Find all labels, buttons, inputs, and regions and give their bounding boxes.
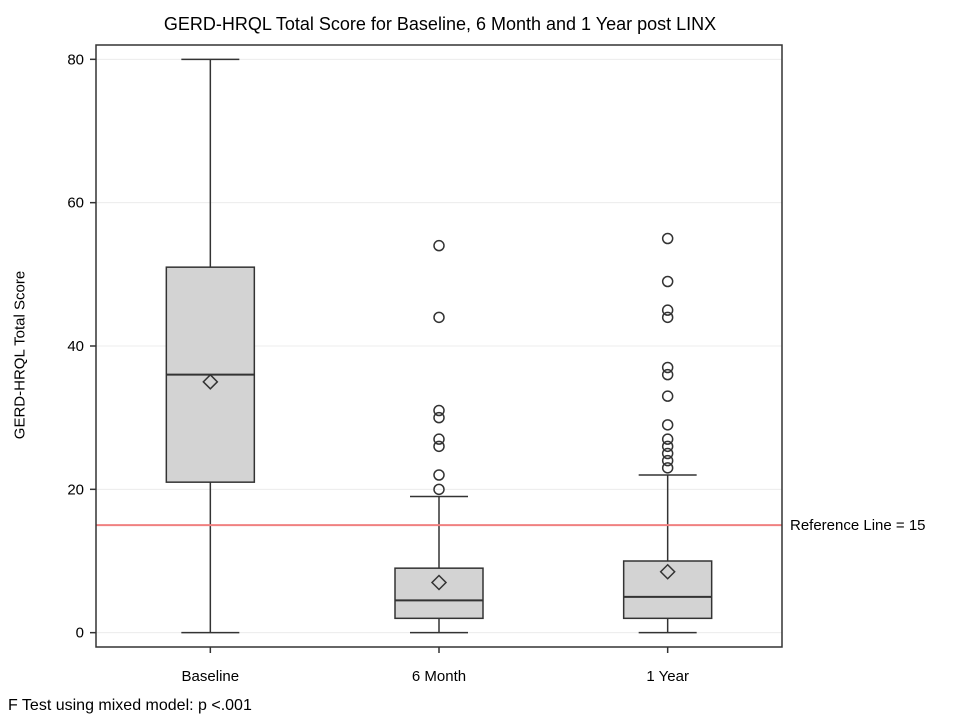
outlier-point [433,483,445,496]
outlier-point [661,275,674,288]
y-tick-label: 0 [76,625,84,642]
outlier-point [661,440,674,453]
mean-marker [659,563,676,580]
outlier-point [433,440,445,453]
y-tick-label: 80 [67,51,84,68]
box-group-1-year [622,232,713,634]
outlier-point [661,304,674,316]
outlier-point [433,404,445,417]
outlier-point [661,390,674,402]
outlier-point [661,462,674,474]
outlier-point [433,411,445,424]
outlier-point [661,361,674,374]
mean-marker [202,373,219,390]
iqr-box [622,560,713,620]
y-tick-label: 40 [67,338,84,355]
outlier-point [661,232,674,245]
reference-line-label: Reference Line = 15 [790,517,926,534]
x-tick-label: Baseline [182,668,240,685]
x-tick-label: 1 Year [646,668,689,685]
outlier-point [433,239,445,252]
outlier-point [433,433,445,445]
box-group-6-month [394,239,484,634]
mean-marker [430,574,448,591]
outlier-point [661,311,674,324]
outlier-point [661,454,674,467]
outlier-point [661,368,674,381]
y-tick-label: 60 [67,195,84,212]
box-group-baseline [165,58,256,634]
outlier-point [433,469,445,481]
iqr-box [394,567,484,620]
outlier-point [661,433,674,445]
outlier-point [433,311,445,324]
chart-title: GERD-HRQL Total Score for Baseline, 6 Mo… [163,14,717,34]
x-tick-label: 6 Month [412,668,466,685]
outlier-point [661,419,674,431]
outlier-point [661,447,674,460]
footnote: F Test using mixed model: p <.001 [8,697,252,714]
y-tick-label: 20 [67,481,84,498]
